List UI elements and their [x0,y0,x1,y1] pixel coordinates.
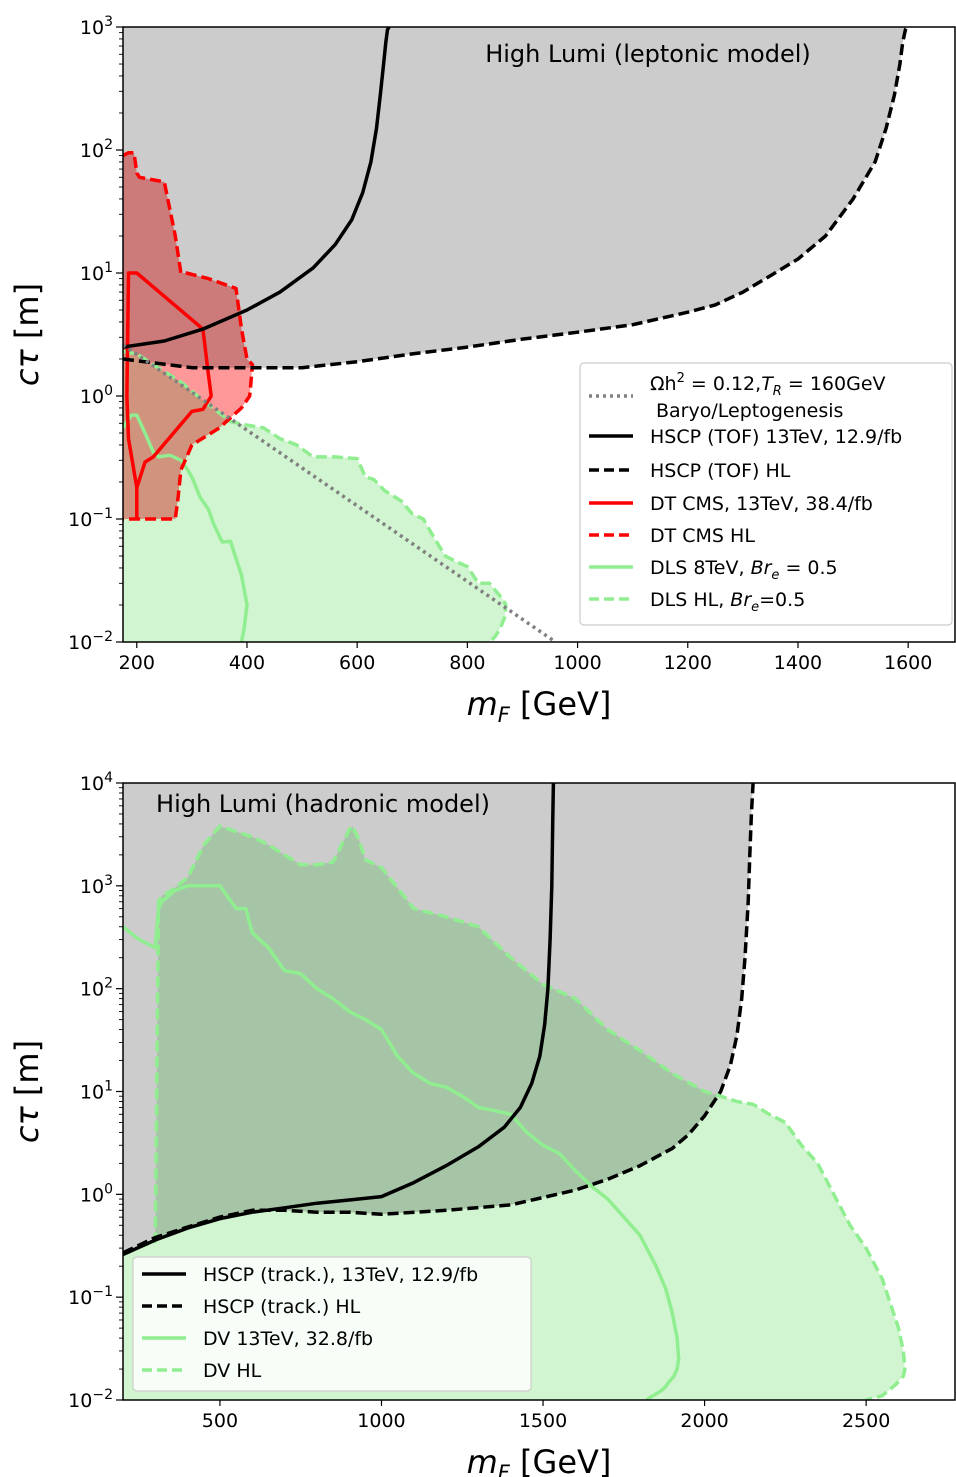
y-tick-label: 10−2 [68,1387,113,1412]
legend-label-bbn-line2: Baryo/Leptogenesis [656,400,843,422]
legend-label-hscp_tr_13: HSCP (track.), 13TeV, 12.9/fb [203,1264,478,1286]
dv-hl-line [123,824,907,1400]
hscp-track-hl-line [123,783,755,1255]
x-tick-label: 1200 [664,652,712,674]
hscp-hl-line [123,27,909,370]
x-tick-label: 600 [339,652,375,674]
dt-hl-region [123,152,253,519]
dt-hl-line [123,150,255,521]
x-tick-label: 500 [202,1410,238,1432]
y-tick-label: 10−1 [68,506,113,531]
plot-area [123,27,909,642]
chart-annotation: High Lumi (hadronic model) [156,790,490,818]
x-tick-label: 1500 [519,1410,567,1432]
y-tick-label: 101 [80,1079,113,1104]
legend: Ωh2 = 0.12,TR = 160GeVBaryo/Leptogenesis… [579,362,953,626]
y-tick-label: 102 [80,976,113,1001]
chart-leptonic: 200 400 600 800 1000 1200 1400 1600 10−2 10−1 100 1… [8,14,956,727]
legend-label-dls_hl: DLS HL, Bre=0.5 [650,589,805,615]
x-tick-label: 400 [229,652,265,674]
x-tick-label: 2000 [680,1410,728,1432]
x-axis-label: mF [GeV] [467,1443,612,1477]
y-tick-label: 104 [80,770,113,795]
chart-hadronic: 500 1000 1500 2000 2500 10−2 10−1 100 101 102 103 1… [8,770,956,1477]
dls-8tev-line [123,413,249,642]
hscp-13tev-line [123,27,391,349]
y-tick-label: 103 [80,873,113,898]
x-tick-label: 1000 [553,652,601,674]
x-tick-label: 2500 [842,1410,890,1432]
legend-box [579,362,953,626]
legend-label-dv_13: DV 13TeV, 32.8/fb [203,1328,373,1350]
x-tick-label: 1000 [357,1410,405,1432]
x-tick-label: 800 [449,652,485,674]
legend: HSCP (track.), 13TeV, 12.9/fb HSCP (track… [132,1256,532,1392]
chart-annotation: High Lumi (leptonic model) [485,40,811,68]
dv-13tev-line [123,884,681,1400]
y-tick-label: 103 [80,14,113,39]
legend-label-dls_8: DLS 8TeV, Bre = 0.5 [650,557,838,583]
x-tick-label: 1400 [774,652,822,674]
legend-label-dt_13: DT CMS, 13TeV, 38.4/fb [650,493,873,515]
y-tick-label: 100 [80,1181,113,1206]
hscp-hl-region [123,27,908,368]
y-tick-label: 102 [80,137,113,162]
legend-label-hscp_13: HSCP (TOF) 13TeV, 12.9/fb [650,426,902,448]
y-tick-label: 10−1 [68,1284,113,1309]
legend-label-dv_hl: DV HL [203,1360,262,1382]
x-axis-label: mF [GeV] [467,685,612,727]
legend-label-hscp_tr_hl: HSCP (track.) HL [203,1296,361,1318]
legend-box [132,1256,532,1392]
y-tick-label: 101 [80,260,113,285]
y-axis-label: cτ [m] [8,1040,46,1143]
x-tick-label: 1600 [884,652,932,674]
legend-label-bbn: Ωh2 = 0.12,TR = 160GeV [650,371,886,399]
y-tick-label: 10−2 [68,629,113,654]
hscp-track-13tev-line [123,783,556,1257]
legend-label-dt_hl: DT CMS HL [650,525,755,547]
axes-frame [122,26,956,643]
y-tick-label: 100 [80,383,113,408]
y-axis-label: cτ [m] [8,283,46,386]
dt-13tev-line [125,271,213,519]
legend-label-hscp_hl: HSCP (TOF) HL [650,460,791,482]
x-tick-label: 200 [119,652,155,674]
